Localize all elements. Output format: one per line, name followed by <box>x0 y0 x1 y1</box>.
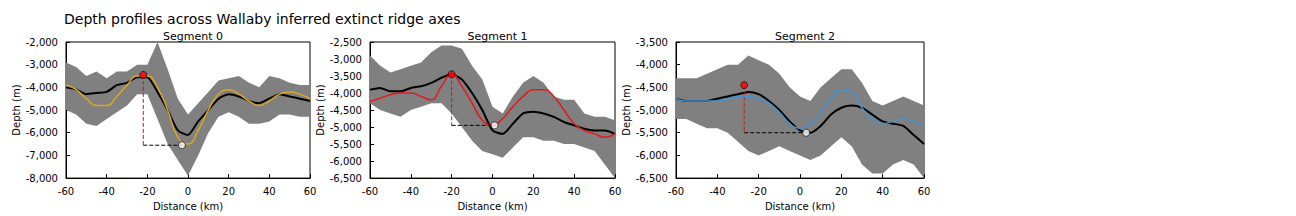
svg-text:-40: -40 <box>403 186 419 197</box>
svg-text:Segment 1: Segment 1 <box>468 30 528 43</box>
svg-text:-3,000: -3,000 <box>330 54 362 65</box>
svg-text:Depth profiles across Wallaby: Depth profiles across Wallaby inferred e… <box>64 11 460 27</box>
svg-text:Distance (km): Distance (km) <box>765 201 835 212</box>
svg-text:-3,000: -3,000 <box>26 59 58 70</box>
svg-text:-7,000: -7,000 <box>26 150 58 161</box>
svg-text:-3,500: -3,500 <box>330 71 362 82</box>
svg-text:-4,000: -4,000 <box>636 59 668 70</box>
svg-text:-5,500: -5,500 <box>330 139 362 150</box>
svg-text:0: 0 <box>489 186 495 197</box>
svg-text:-5,500: -5,500 <box>636 127 668 138</box>
svg-text:Depth (m): Depth (m) <box>315 84 326 135</box>
svg-text:-2,500: -2,500 <box>330 37 362 48</box>
svg-text:20: 20 <box>527 186 540 197</box>
svg-text:60: 60 <box>304 186 317 197</box>
svg-text:40: 40 <box>263 186 276 197</box>
svg-text:-6,000: -6,000 <box>26 127 58 138</box>
svg-text:40: 40 <box>568 186 581 197</box>
svg-text:-5,000: -5,000 <box>26 105 58 116</box>
svg-text:Segment 0: Segment 0 <box>163 30 223 43</box>
svg-text:-6,500: -6,500 <box>636 173 668 184</box>
svg-text:-4,500: -4,500 <box>636 82 668 93</box>
svg-text:60: 60 <box>918 186 931 197</box>
svg-text:Depth (m): Depth (m) <box>621 84 632 135</box>
svg-text:-6,000: -6,000 <box>636 150 668 161</box>
svg-text:-6,000: -6,000 <box>330 156 362 167</box>
svg-text:-4,000: -4,000 <box>26 82 58 93</box>
svg-text:-4,500: -4,500 <box>330 105 362 116</box>
svg-text:-3,500: -3,500 <box>636 37 668 48</box>
svg-text:-8,000: -8,000 <box>26 173 58 184</box>
svg-text:-60: -60 <box>362 186 378 197</box>
svg-text:Segment 2: Segment 2 <box>775 30 835 43</box>
svg-text:-5,000: -5,000 <box>330 122 362 133</box>
svg-text:20: 20 <box>222 186 235 197</box>
svg-text:-40: -40 <box>98 186 114 197</box>
svg-text:-40: -40 <box>709 186 725 197</box>
svg-text:0: 0 <box>797 186 803 197</box>
svg-text:-6,500: -6,500 <box>330 173 362 184</box>
svg-text:-60: -60 <box>668 186 684 197</box>
svg-text:20: 20 <box>835 186 848 197</box>
svg-text:-4,000: -4,000 <box>330 88 362 99</box>
svg-text:40: 40 <box>876 186 889 197</box>
svg-text:-20: -20 <box>139 186 155 197</box>
svg-text:Distance (km): Distance (km) <box>457 201 527 212</box>
svg-text:60: 60 <box>609 186 622 197</box>
svg-text:0: 0 <box>185 186 191 197</box>
svg-text:Depth (m): Depth (m) <box>11 84 22 135</box>
svg-text:-5,000: -5,000 <box>636 105 668 116</box>
svg-text:Distance (km): Distance (km) <box>153 201 223 212</box>
svg-text:-2,000: -2,000 <box>26 37 58 48</box>
svg-text:-20: -20 <box>443 186 459 197</box>
svg-text:-20: -20 <box>750 186 766 197</box>
svg-text:-60: -60 <box>58 186 74 197</box>
